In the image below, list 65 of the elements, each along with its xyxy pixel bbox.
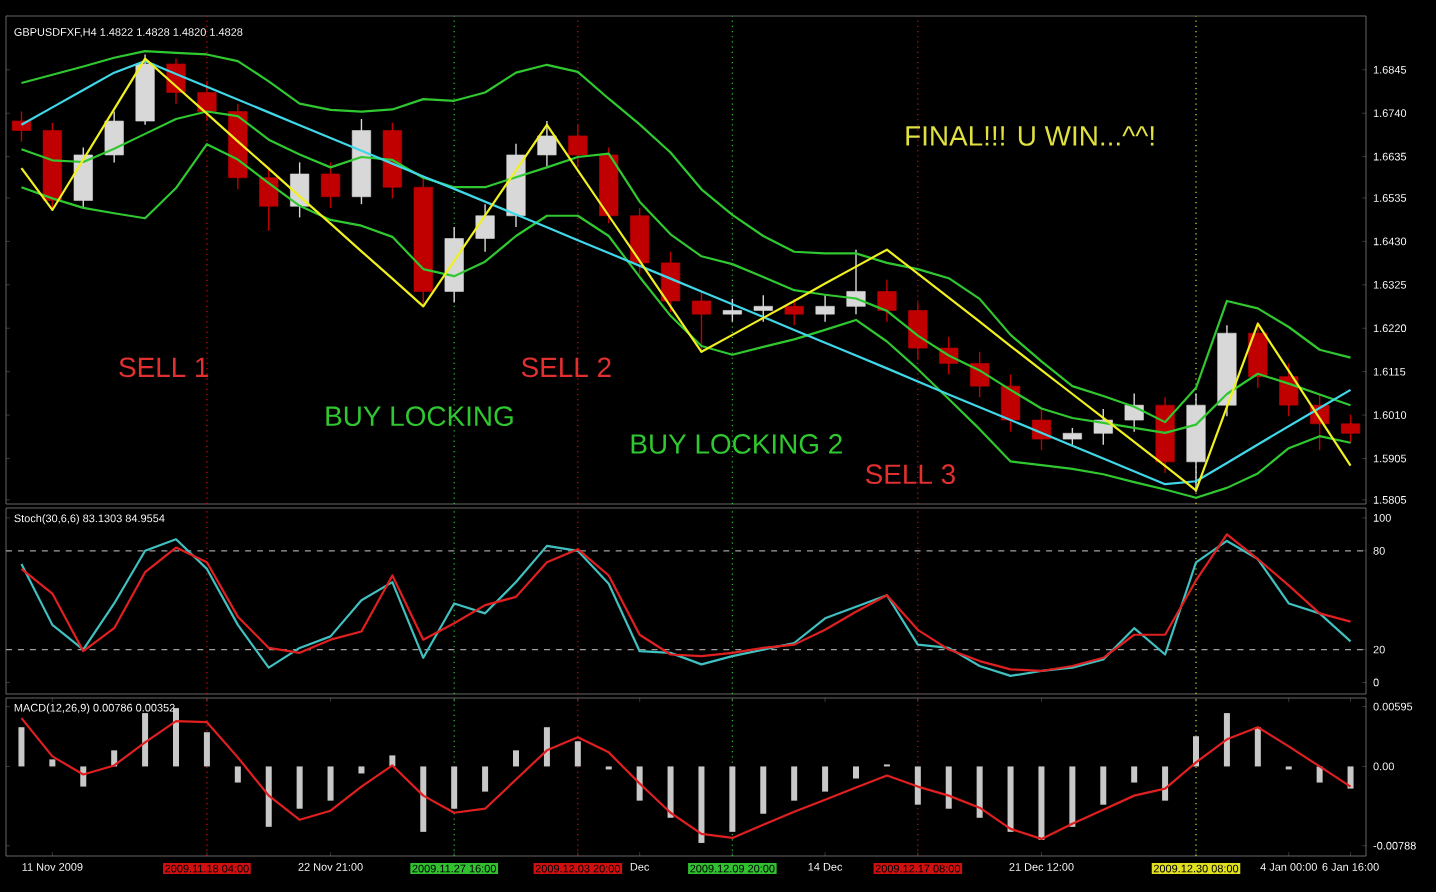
candlestick [11, 110, 32, 143]
candlestick [908, 301, 928, 361]
bar [420, 766, 427, 832]
annotation: FINAL!!! U WIN...^^! [906, 126, 1154, 146]
bar [49, 759, 56, 767]
candlestick [1000, 373, 1021, 433]
bar [327, 766, 334, 801]
candlestick [815, 294, 835, 323]
bar [173, 708, 179, 767]
bar [513, 750, 519, 767]
candlestick [691, 290, 712, 353]
candlestick [320, 161, 341, 209]
bar [543, 727, 550, 767]
bar [18, 727, 25, 767]
bar [1069, 766, 1076, 827]
bar [976, 766, 983, 818]
candlestick [753, 294, 773, 323]
bar [1007, 766, 1014, 832]
bar [574, 741, 581, 767]
candlestick [1340, 413, 1361, 444]
bar [1223, 713, 1230, 767]
bar [760, 766, 767, 814]
bar [636, 766, 643, 801]
candlestick [568, 124, 588, 168]
bar [296, 766, 303, 809]
candlestick [970, 351, 990, 398]
candlestick [197, 80, 217, 122]
bar [1347, 766, 1354, 789]
candlestick [630, 207, 650, 276]
bar [234, 766, 241, 783]
candlestick [475, 203, 495, 253]
bar [945, 766, 952, 809]
bar [914, 766, 921, 805]
candlestick [259, 165, 279, 232]
bar [791, 766, 798, 801]
candlestick [660, 251, 681, 313]
annotation: SELL 3 [865, 464, 955, 485]
bar [142, 713, 149, 767]
bar [698, 766, 705, 843]
candlestick [877, 279, 897, 323]
annotation: SELL 1 [119, 357, 209, 378]
bar [853, 766, 860, 779]
candlestick [722, 298, 742, 323]
bar [822, 766, 829, 792]
annotation: BUY LOCKING [326, 406, 513, 427]
bar [482, 766, 489, 792]
candlestick [104, 110, 124, 164]
line-series [20, 717, 1352, 840]
candlestick [537, 120, 557, 168]
bar [1131, 766, 1138, 783]
bar [1162, 766, 1169, 801]
candlestick [1248, 320, 1268, 389]
candlestick [784, 298, 804, 327]
bar [667, 766, 674, 818]
annotation: BUY LOCKING 2 [631, 434, 842, 454]
candlestick [73, 146, 93, 209]
bar [358, 766, 365, 774]
bar [1254, 727, 1261, 767]
annotation: SELL 2 [521, 357, 611, 378]
bar [1038, 766, 1045, 840]
bar [1100, 766, 1107, 805]
bar [451, 766, 458, 809]
bar [203, 732, 210, 767]
bar [729, 766, 736, 832]
bar [265, 766, 272, 827]
